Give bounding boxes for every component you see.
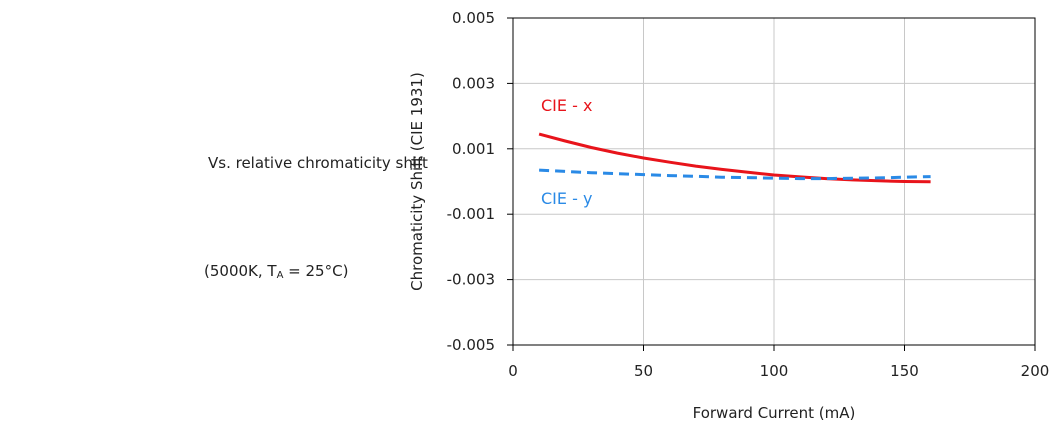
chart-caption-line2: (5000K, TA = 25°C) bbox=[204, 262, 348, 281]
x-tick-label: 50 bbox=[634, 362, 653, 380]
y-tick-label: 0.001 bbox=[452, 140, 495, 158]
x-tick-label: 150 bbox=[890, 362, 919, 380]
chart-caption-line1: Vs. relative chromaticity shift bbox=[208, 154, 428, 172]
x-tick-label: 200 bbox=[1021, 362, 1050, 380]
x-axis-label: Forward Current (mA) bbox=[693, 404, 856, 422]
x-tick-label: 100 bbox=[760, 362, 789, 380]
x-tick-label: 0 bbox=[508, 362, 518, 380]
series-label-cie-x: CIE - x bbox=[541, 96, 592, 115]
caption-subscript: A bbox=[276, 270, 284, 281]
y-axis-label: Chromaticity Shift (CIE 1931) bbox=[408, 72, 426, 291]
series-lines bbox=[538, 132, 931, 184]
y-tick-label: 0.003 bbox=[452, 74, 495, 92]
y-tick-label: -0.003 bbox=[447, 271, 495, 289]
series-label-cie-y: CIE - y bbox=[541, 189, 592, 208]
y-tick-label: 0.005 bbox=[452, 9, 495, 27]
caption-suffix: = 25°C) bbox=[283, 262, 349, 280]
tick-marks bbox=[507, 17, 1036, 351]
y-tick-label: -0.001 bbox=[447, 205, 495, 223]
caption-prefix: (5000K, T bbox=[204, 262, 277, 280]
grid-lines bbox=[513, 18, 1035, 345]
series-labels: CIE - x CIE - y bbox=[541, 96, 592, 208]
series-line-cie-y bbox=[539, 168, 931, 181]
tick-labels: 0 50 100 150 200 -0.005 -0.003 -0.001 0.001 0.003… bbox=[447, 9, 1050, 380]
series-line-cie-x bbox=[538, 132, 931, 184]
y-tick-label: -0.005 bbox=[447, 336, 495, 354]
